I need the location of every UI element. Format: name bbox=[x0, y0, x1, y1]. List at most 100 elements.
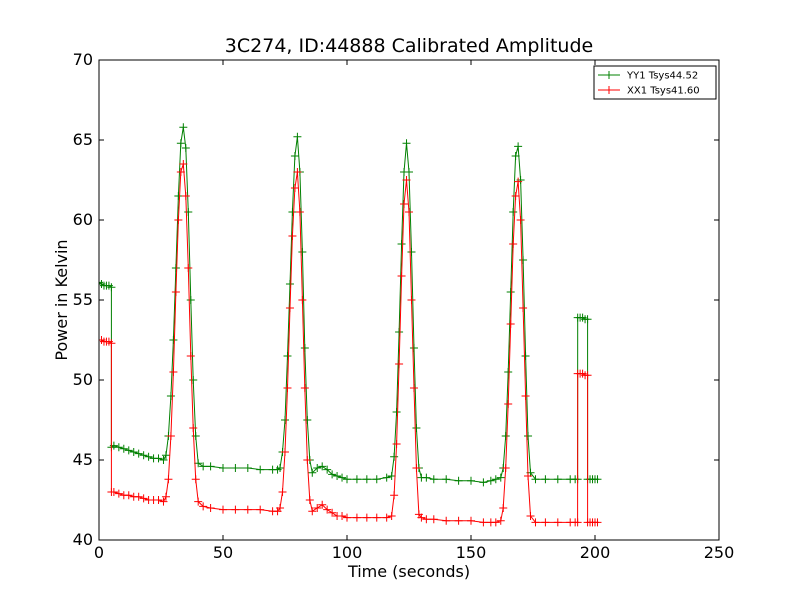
data-point bbox=[166, 392, 175, 400]
data-point bbox=[285, 280, 294, 288]
data-point bbox=[323, 505, 332, 514]
data-point bbox=[454, 476, 463, 485]
data-point bbox=[511, 152, 520, 160]
legend-entry: YY1 Tsys44.52 bbox=[598, 71, 698, 82]
data-point bbox=[139, 451, 148, 460]
data-point bbox=[219, 505, 227, 514]
data-point bbox=[521, 352, 530, 360]
data-point bbox=[308, 507, 317, 516]
data-point bbox=[405, 168, 413, 176]
data-point bbox=[521, 392, 530, 400]
data-point bbox=[541, 475, 550, 484]
data-point bbox=[496, 516, 505, 525]
data-point bbox=[524, 472, 533, 480]
data-point bbox=[164, 475, 173, 484]
data-point bbox=[179, 160, 188, 168]
data-point bbox=[395, 328, 404, 336]
data-point bbox=[422, 473, 431, 482]
legend-box bbox=[593, 65, 717, 100]
data-point bbox=[422, 515, 431, 524]
x-tick-label: 200 bbox=[580, 543, 611, 562]
data-point bbox=[295, 208, 304, 216]
data-point bbox=[281, 448, 289, 456]
data-point bbox=[206, 462, 215, 471]
data-point bbox=[300, 384, 309, 392]
data-point bbox=[400, 200, 409, 208]
data-point bbox=[531, 518, 540, 527]
data-point bbox=[390, 491, 399, 500]
data-point bbox=[161, 492, 170, 501]
data-point bbox=[338, 512, 347, 520]
data-point bbox=[305, 496, 314, 504]
data-point bbox=[338, 473, 347, 482]
data-point bbox=[171, 288, 180, 296]
data-point bbox=[501, 432, 510, 440]
data-point bbox=[395, 360, 404, 368]
data-point bbox=[573, 518, 582, 527]
data-point bbox=[442, 475, 451, 484]
data-point bbox=[199, 462, 208, 471]
data-point bbox=[509, 240, 518, 248]
data-point bbox=[429, 475, 438, 484]
data-point bbox=[256, 505, 265, 514]
data-point bbox=[194, 497, 203, 506]
data-point bbox=[531, 475, 540, 484]
data-point bbox=[171, 264, 180, 272]
data-point bbox=[382, 513, 391, 522]
data-point bbox=[194, 459, 203, 468]
data-point bbox=[491, 518, 500, 527]
data-point bbox=[231, 505, 240, 514]
data-point bbox=[288, 208, 297, 216]
y-tick-label: 45 bbox=[73, 450, 93, 469]
data-point bbox=[129, 448, 138, 456]
data-point bbox=[407, 248, 416, 256]
data-point bbox=[154, 454, 163, 463]
data-point bbox=[206, 504, 215, 512]
data-point bbox=[402, 176, 411, 184]
data-point bbox=[372, 513, 381, 522]
data-point bbox=[290, 184, 299, 192]
data-point bbox=[114, 489, 123, 498]
data-point bbox=[442, 516, 451, 525]
data-point bbox=[107, 339, 116, 348]
data-point bbox=[176, 168, 185, 176]
data-point bbox=[134, 449, 143, 458]
data-point bbox=[107, 283, 116, 292]
data-point bbox=[412, 424, 421, 432]
data-point bbox=[479, 478, 488, 487]
data-point bbox=[308, 468, 317, 477]
data-point bbox=[454, 516, 463, 525]
data-point bbox=[417, 513, 426, 522]
data-point bbox=[303, 456, 312, 464]
data-point bbox=[343, 513, 351, 522]
legend-swatch-marker bbox=[605, 86, 613, 94]
data-point bbox=[191, 432, 200, 440]
data-point bbox=[553, 475, 562, 484]
data-point bbox=[285, 304, 294, 312]
legend-swatch-marker bbox=[605, 71, 613, 79]
data-point bbox=[496, 473, 505, 482]
data-point bbox=[583, 315, 592, 324]
data-point bbox=[526, 512, 535, 520]
data-point bbox=[169, 336, 178, 344]
data-point bbox=[154, 496, 163, 504]
data-point bbox=[288, 232, 297, 240]
data-point bbox=[231, 464, 240, 472]
data-point bbox=[300, 344, 309, 352]
data-point bbox=[479, 518, 488, 527]
data-point bbox=[412, 464, 421, 472]
data-point bbox=[184, 208, 193, 216]
legend-entry: XX1 Tsys41.60 bbox=[598, 86, 700, 97]
data-point bbox=[144, 452, 153, 461]
data-point bbox=[467, 476, 475, 485]
data-point bbox=[333, 472, 342, 480]
data-point bbox=[491, 475, 500, 484]
data-point bbox=[407, 296, 416, 304]
data-point bbox=[541, 518, 550, 527]
data-point bbox=[176, 139, 185, 148]
data-point bbox=[276, 464, 285, 472]
data-point bbox=[390, 452, 399, 461]
data-point bbox=[189, 424, 198, 432]
x-tick-label: 150 bbox=[456, 543, 487, 562]
